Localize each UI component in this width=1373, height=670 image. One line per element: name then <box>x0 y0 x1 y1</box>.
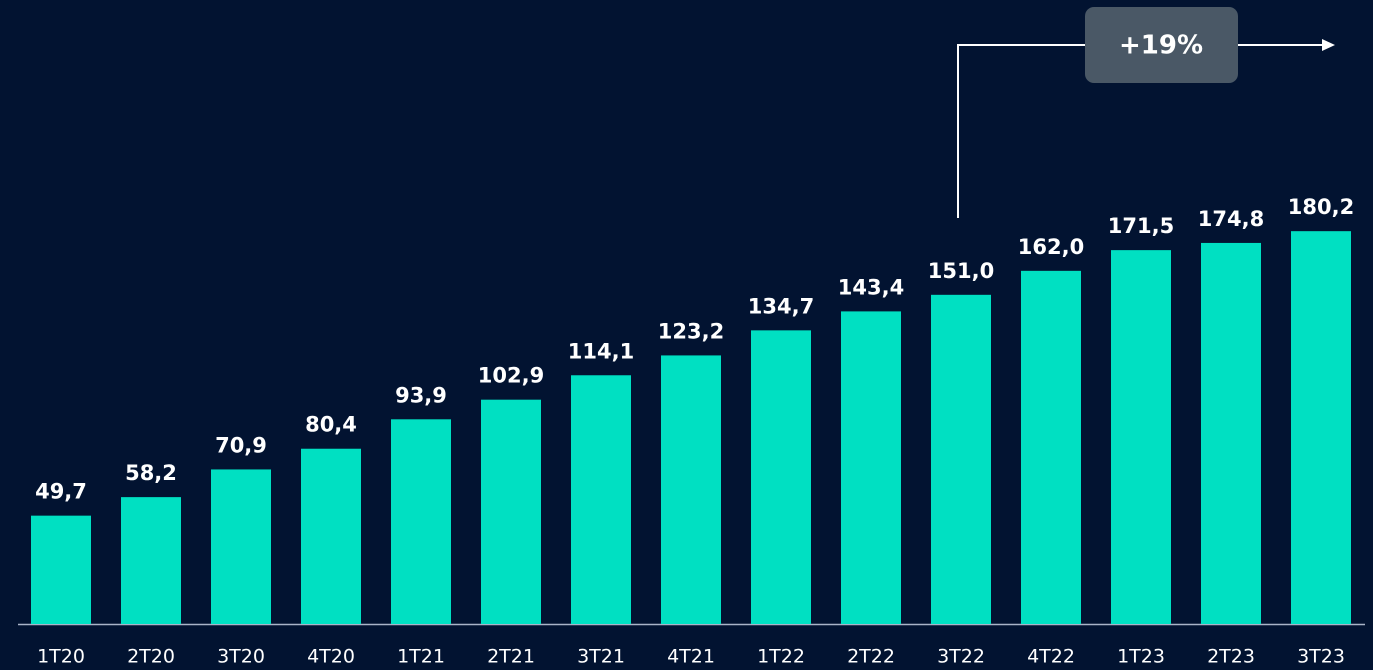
bar <box>301 448 361 624</box>
value-label: 58,2 <box>125 461 177 485</box>
arrow-head <box>1322 39 1335 51</box>
x-tick-label: 4T21 <box>667 646 715 668</box>
x-tick-label: 3T23 <box>1297 646 1345 668</box>
x-tick-label: 1T22 <box>757 646 805 668</box>
value-label: 143,4 <box>838 275 904 299</box>
bar <box>931 294 991 624</box>
value-label: 102,9 <box>478 364 544 388</box>
x-tick-label: 1T21 <box>397 646 445 668</box>
bar <box>211 469 271 624</box>
value-label: 162,0 <box>1018 235 1084 259</box>
value-label: 174,8 <box>1198 207 1264 231</box>
value-label: 80,4 <box>305 413 357 437</box>
x-tick-label: 3T21 <box>577 646 625 668</box>
value-label: 49,7 <box>35 480 87 504</box>
bar <box>481 399 541 624</box>
x-tick-label: 2T22 <box>847 646 895 668</box>
bar <box>1021 270 1081 624</box>
bar <box>571 375 631 624</box>
bar <box>1201 242 1261 624</box>
x-tick-label: 1T23 <box>1117 646 1165 668</box>
bar <box>31 515 91 624</box>
bar <box>1111 250 1171 624</box>
value-label: 180,2 <box>1288 195 1354 219</box>
annotation: +19% <box>1119 31 1203 61</box>
x-tick-label: 4T20 <box>307 646 355 668</box>
bar <box>841 311 901 624</box>
bar <box>121 497 181 624</box>
x-tick-label: 4T22 <box>1027 646 1075 668</box>
x-tick-label: 2T20 <box>127 646 175 668</box>
value-label: 70,9 <box>215 433 267 457</box>
value-label: 93,9 <box>395 383 447 407</box>
bar <box>661 355 721 624</box>
value-label: 114,1 <box>568 339 634 363</box>
x-tick-label: 3T22 <box>937 646 985 668</box>
bar <box>1291 231 1351 624</box>
bar <box>391 419 451 624</box>
annotation-box <box>1085 7 1238 83</box>
bar <box>751 330 811 624</box>
value-label: 151,0 <box>928 259 994 283</box>
growth-arrow <box>957 44 1322 218</box>
value-label: 171,5 <box>1108 214 1174 238</box>
x-tick-label: 3T20 <box>217 646 265 668</box>
x-tick-label: 2T23 <box>1207 646 1255 668</box>
value-label: 134,7 <box>748 294 814 318</box>
x-tick-label: 2T21 <box>487 646 535 668</box>
x-tick-label: 1T20 <box>37 646 85 668</box>
value-label: 123,2 <box>658 319 724 343</box>
